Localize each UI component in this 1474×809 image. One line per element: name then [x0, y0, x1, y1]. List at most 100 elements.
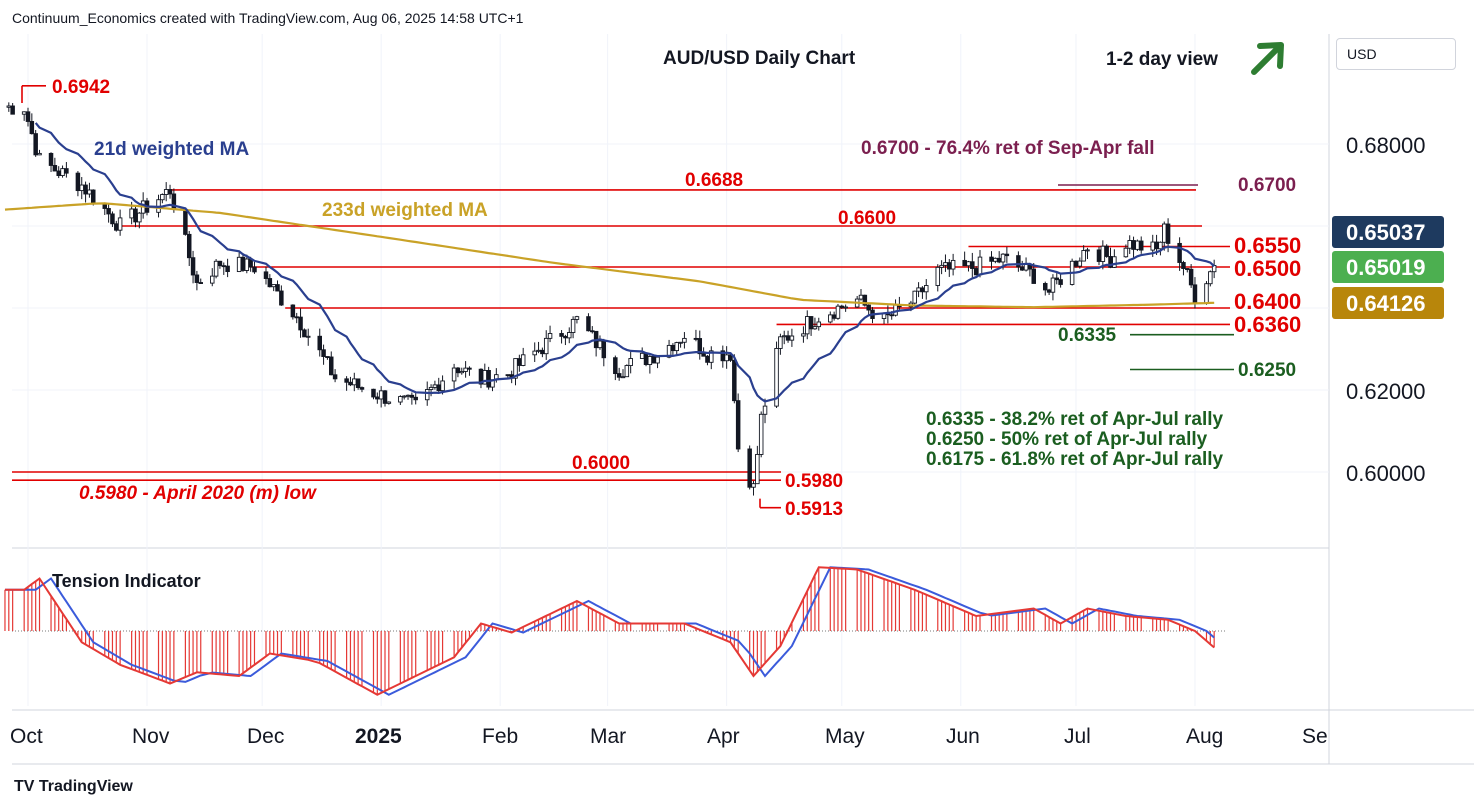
candle-body — [950, 259, 956, 270]
level-label-6500: 0.6500 — [1234, 256, 1301, 281]
candle-body — [805, 316, 810, 335]
candle-body — [79, 184, 84, 192]
svg-text:0.65019: 0.65019 — [1346, 255, 1426, 280]
candle-body — [271, 284, 276, 288]
candle-2025-03-24 — [693, 329, 699, 342]
price-tick-68000: 0.68000 — [1346, 133, 1426, 158]
level-label-6600: 0.6600 — [838, 208, 896, 229]
ret-label-6335: 0.6335 — [1058, 325, 1117, 346]
candle-body — [424, 389, 430, 401]
candle-2024-11-05 — [160, 193, 165, 204]
candle-2025-06-27 — [1058, 272, 1063, 288]
candle-body — [989, 256, 994, 262]
candle-body — [835, 305, 841, 319]
candle-2025-06-16 — [1016, 251, 1021, 272]
candle-body — [1058, 279, 1063, 285]
candle-body — [263, 271, 269, 279]
date-tick-aug: Aug — [1186, 725, 1223, 748]
candle-body — [735, 400, 741, 450]
candle-2025-04-08 — [751, 480, 756, 496]
date-tick-jul: Jul — [1064, 725, 1091, 748]
candle-2025-06-24 — [1046, 288, 1052, 296]
candle-2025-05-22 — [920, 286, 925, 299]
candle-body — [83, 184, 88, 195]
candle-2024-10-24 — [114, 220, 119, 232]
candle-body — [29, 121, 35, 135]
candle-body — [33, 133, 38, 156]
tradingview-logo[interactable]: TV TradingView — [14, 778, 133, 796]
arrow-up-right-icon — [1251, 42, 1284, 75]
candle-body — [10, 105, 15, 115]
candle-2025-03-13 — [651, 356, 656, 364]
candle-body — [6, 105, 12, 108]
candle-2025-05-27 — [939, 260, 944, 275]
candle-body — [37, 152, 42, 156]
candle-2025-04-10 — [758, 411, 764, 458]
candle-2024-10-17 — [87, 182, 92, 198]
candle-2025-02-25 — [590, 326, 595, 334]
date-tick-feb: Feb — [482, 725, 518, 748]
candle-body — [774, 347, 779, 407]
svg-text:0.65037: 0.65037 — [1346, 220, 1426, 245]
candle-body — [21, 111, 27, 115]
candle-2024-12-13 — [305, 328, 311, 346]
candle-body — [348, 381, 353, 386]
candle-body — [213, 260, 219, 277]
candle-body — [413, 396, 418, 401]
candle-body — [586, 316, 591, 332]
candle-body — [1104, 245, 1109, 257]
candle-body — [117, 217, 123, 231]
candle-body — [728, 354, 733, 361]
candle-body — [25, 111, 31, 122]
candle-2025-01-14 — [428, 384, 434, 397]
candle-body — [567, 332, 572, 339]
candle-body — [1188, 268, 1194, 286]
candle-body — [1100, 245, 1106, 262]
candle-2025-05-28 — [943, 254, 948, 272]
candle-body — [781, 335, 787, 338]
candle-2025-04-04 — [735, 393, 741, 453]
price-badge-ma21: 0.65019 — [1332, 251, 1444, 283]
candle-2024-11-20 — [217, 260, 223, 269]
candle-body — [1185, 268, 1190, 270]
candle-2025-01-23 — [463, 361, 468, 378]
candle-body — [536, 349, 541, 352]
level-label-6000: 0.6000 — [572, 453, 630, 474]
candle-body — [540, 349, 545, 355]
candle-2025-03-19 — [674, 341, 679, 356]
tension-title: Tension Indicator — [52, 571, 201, 591]
candle-2025-03-03 — [613, 355, 618, 381]
candle-2025-02-10 — [532, 342, 537, 363]
candle-body — [455, 367, 461, 374]
date-tick-oct: Oct — [10, 725, 43, 748]
candle-body — [935, 266, 941, 286]
candle-body — [252, 266, 257, 273]
candle-2024-10-08 — [52, 157, 58, 172]
candle-2025-04-29 — [831, 311, 837, 321]
candle-body — [1000, 253, 1006, 263]
candle-body — [1204, 283, 1209, 304]
currency-selector[interactable]: USD — [1336, 38, 1456, 70]
candle-body — [943, 262, 948, 266]
candle-body — [133, 208, 138, 223]
candle-2024-12-10 — [294, 312, 299, 324]
candle-body — [236, 256, 242, 273]
candle-2024-12-20 — [332, 369, 338, 383]
candle-body — [129, 208, 134, 219]
candle-body — [382, 390, 388, 404]
candle-2025-01-22 — [459, 367, 465, 375]
candle-body — [693, 337, 699, 340]
candle-body — [532, 350, 537, 356]
candle-body — [467, 367, 472, 370]
candle-body — [1112, 256, 1117, 268]
candle-2025-04-24 — [812, 317, 818, 330]
candle-2025-03-07 — [628, 351, 633, 374]
candle-body — [1154, 241, 1159, 250]
candle-2025-07-28 — [1177, 237, 1182, 271]
candle-2025-02-17 — [559, 330, 564, 344]
candle-body — [436, 384, 441, 392]
candle-body — [64, 168, 69, 174]
candle-body — [858, 294, 864, 300]
candlestick-series — [6, 102, 1217, 496]
candle-body — [317, 335, 322, 351]
